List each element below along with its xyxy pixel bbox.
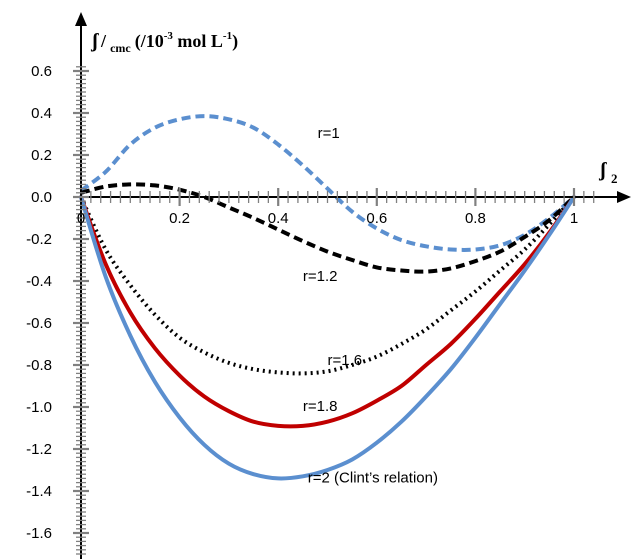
y-tick-label: -0.8 (26, 357, 52, 374)
series-layer (79, 114, 576, 481)
y-tick-label: 0.0 (31, 189, 52, 206)
x-tick-label: 1 (570, 210, 578, 227)
y-tick-label: -1.0 (26, 399, 52, 416)
curve-label-5: r=2 (Clint’s relation) (308, 470, 438, 487)
series-line-4 (79, 195, 576, 429)
y-tick-label: -0.2 (26, 231, 52, 248)
y-tick-label: -0.4 (26, 273, 52, 290)
tick-layer (73, 66, 595, 555)
series-line-1 (79, 114, 576, 252)
y-tick-label: 0.4 (31, 105, 52, 122)
y-tick-label: -1.2 (26, 441, 52, 458)
series-line-2 (80, 182, 576, 274)
y-tick-label: -0.6 (26, 315, 52, 332)
curve-label-4: r=1.8 (303, 398, 338, 415)
x-tick-label: 0.4 (268, 210, 289, 227)
curve-label-2: r=1.2 (303, 268, 338, 285)
y-tick-label: -1.4 (26, 483, 52, 500)
y-axis-title: ʃ / cmc (/10-3 mol L-1) (90, 30, 238, 55)
series-line-5 (79, 195, 576, 481)
x-tick-label: 0 (77, 210, 85, 227)
x-tick-label: 0.8 (465, 210, 486, 227)
series-line-3 (79, 195, 576, 376)
y-tick-label: 0.2 (31, 147, 52, 164)
curve-label-1: r=1 (318, 125, 340, 142)
label-layer: 0.6 0.4 0.2 0.0 -0.2 -0.4 -0.6 -0.8 -1.0 -1.2 -1.4… (26, 63, 578, 542)
x-tick-label: 0.6 (366, 210, 387, 227)
y-axis-arrowhead (75, 12, 87, 26)
x-tick-label: 0.2 (169, 210, 190, 227)
x-axis-arrowhead (617, 191, 631, 203)
y-tick-label: 0.6 (31, 63, 52, 80)
y-tick-label: -1.6 (26, 525, 52, 542)
curve-label-3: r=1.6 (328, 352, 363, 369)
